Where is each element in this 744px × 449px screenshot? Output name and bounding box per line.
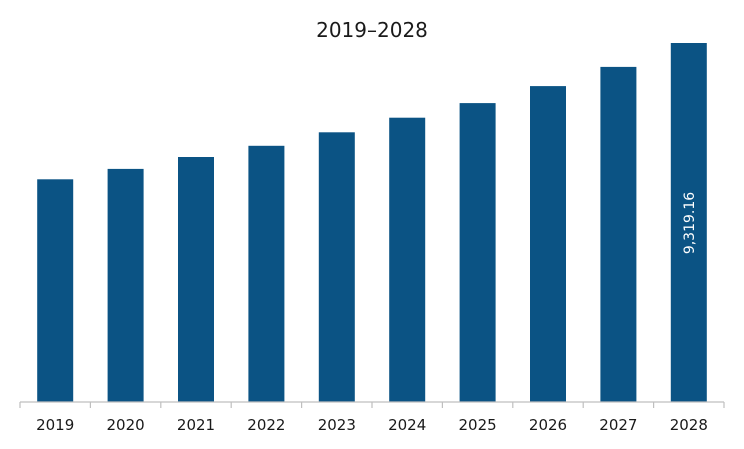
bars-layer	[37, 43, 707, 403]
bar-2023	[318, 132, 355, 403]
x-tick-label: 2023	[318, 416, 356, 434]
bar-2028	[670, 43, 707, 402]
bar-2024	[389, 117, 426, 402]
bar-2019	[37, 179, 74, 402]
data-labels-layer: 9,319.16	[682, 192, 698, 254]
bar-2020	[107, 168, 144, 402]
x-tick-label: 2024	[388, 416, 426, 434]
chart-title: 2019–2028	[316, 18, 428, 42]
x-tick-label: 2028	[670, 416, 708, 434]
x-tick-label: 2022	[247, 416, 285, 434]
x-tick-label: 2025	[459, 416, 497, 434]
x-tick-label: 2019	[36, 416, 74, 434]
x-tick-label: 2027	[599, 416, 637, 434]
x-tick-label: 2021	[177, 416, 215, 434]
x-axis-ticks: 2019 2020 2021 2022 2023 2024 2025 2026 2027 2028	[19, 402, 725, 434]
bar-2026	[530, 86, 566, 402]
bar-2027	[600, 66, 637, 403]
bar-2021	[178, 157, 214, 402]
x-tick-label: 2020	[107, 416, 145, 434]
bar-2025	[459, 103, 496, 402]
x-tick-label: 2026	[529, 416, 567, 434]
bar-2022	[248, 145, 285, 403]
data-label-2028: 9,319.16	[682, 192, 698, 254]
